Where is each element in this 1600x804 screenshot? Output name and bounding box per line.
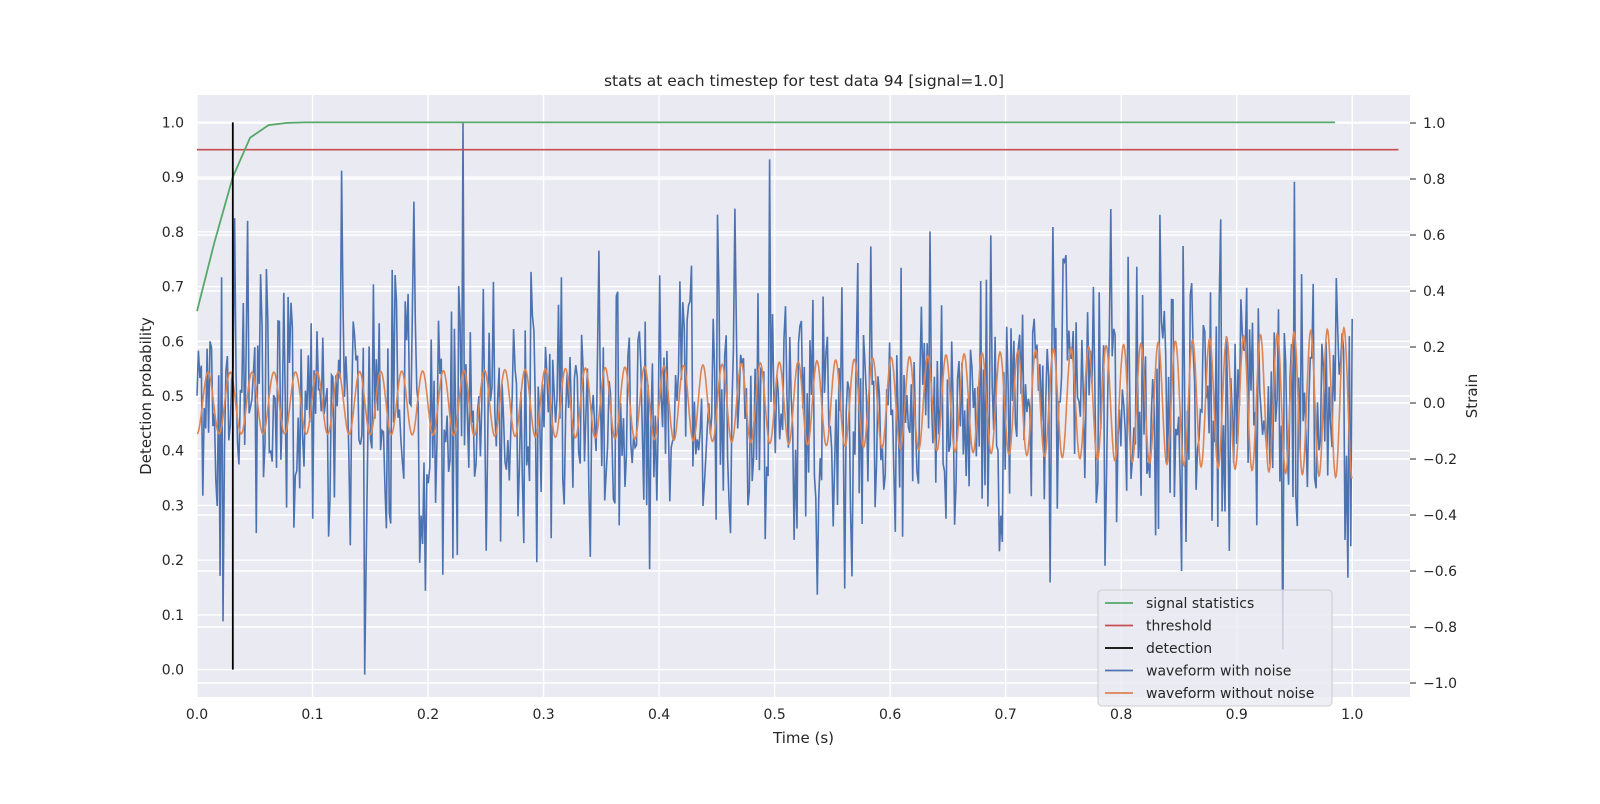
left-y-axis-label: Detection probability — [137, 317, 155, 475]
left-y-tick-label: 0.3 — [162, 498, 184, 514]
legend-box — [1097, 589, 1333, 707]
series-signal-statistics — [196, 121, 1335, 312]
x-tick-label: 0.5 — [763, 707, 785, 723]
legend-label: detection — [1146, 641, 1212, 657]
left-y-tick-label: 0.1 — [162, 608, 184, 624]
x-tick-label: 0.3 — [532, 707, 554, 723]
x-tick-label: 0.7 — [995, 707, 1017, 723]
right-y-axis-label: Strain — [1463, 374, 1481, 418]
series-waveform-without-noise — [196, 325, 1353, 480]
left-y-tick-label: 0.5 — [162, 389, 184, 405]
x-tick-label: 1.0 — [1341, 707, 1363, 723]
right-y-tick-label: 0.0 — [1423, 396, 1445, 412]
right-y-tick-label: −0.8 — [1423, 620, 1457, 636]
series-layer — [196, 121, 1399, 675]
x-tick-label: 0.0 — [186, 707, 208, 723]
x-axis-label: Time (s) — [772, 729, 834, 747]
x-tick-label: 0.4 — [648, 707, 670, 723]
right-y-tick-label: −0.6 — [1423, 564, 1457, 580]
right-y-tick-label: 1.0 — [1423, 116, 1445, 132]
left-y-tick-label: 0.4 — [162, 444, 184, 460]
right-y-tick-label: 0.8 — [1423, 172, 1445, 188]
legend: signal statistics threshold detection wavef… — [1097, 589, 1333, 707]
legend-label: waveform without noise — [1146, 686, 1314, 702]
right-y-tick-label: −1.0 — [1423, 676, 1457, 692]
x-tick-label: 0.6 — [879, 707, 901, 723]
x-tick-label: 0.9 — [1226, 707, 1248, 723]
x-tick-label: 0.1 — [301, 707, 323, 723]
right-y-tick-label: 0.4 — [1423, 284, 1445, 300]
x-tick-label: 0.2 — [417, 707, 439, 723]
left-y-tick-label: 0.2 — [162, 553, 184, 569]
left-y-tick-label: 0.6 — [162, 334, 184, 350]
right-y-tick-label: −0.4 — [1423, 508, 1457, 524]
legend-label: signal statistics — [1146, 596, 1254, 612]
left-y-tick-label: 0.7 — [162, 280, 184, 296]
left-y-tick-label: 0.0 — [162, 663, 184, 679]
left-y-tick-label: 0.8 — [162, 225, 184, 241]
x-tick-label: 0.8 — [1110, 707, 1132, 723]
right-y-tick-label: 0.6 — [1423, 228, 1445, 244]
legend-label: waveform with noise — [1146, 664, 1291, 680]
chart-title: stats at each timestep for test data 94 … — [604, 72, 1004, 90]
right-y-tick-label: 0.2 — [1423, 340, 1445, 356]
left-y-tick-label: 1.0 — [162, 115, 184, 131]
right-y-tick-label: −0.2 — [1423, 452, 1457, 468]
series-waveform-with-noise — [196, 122, 1353, 675]
legend-label: threshold — [1146, 619, 1212, 635]
axis-ticks: 0.0 0.1 0.2 0.3 0.4 0.5 0.6 0.7 0.8 0.9 1.0 0.0 0.1 0… — [162, 115, 1457, 723]
left-y-tick-label: 0.9 — [162, 170, 184, 186]
